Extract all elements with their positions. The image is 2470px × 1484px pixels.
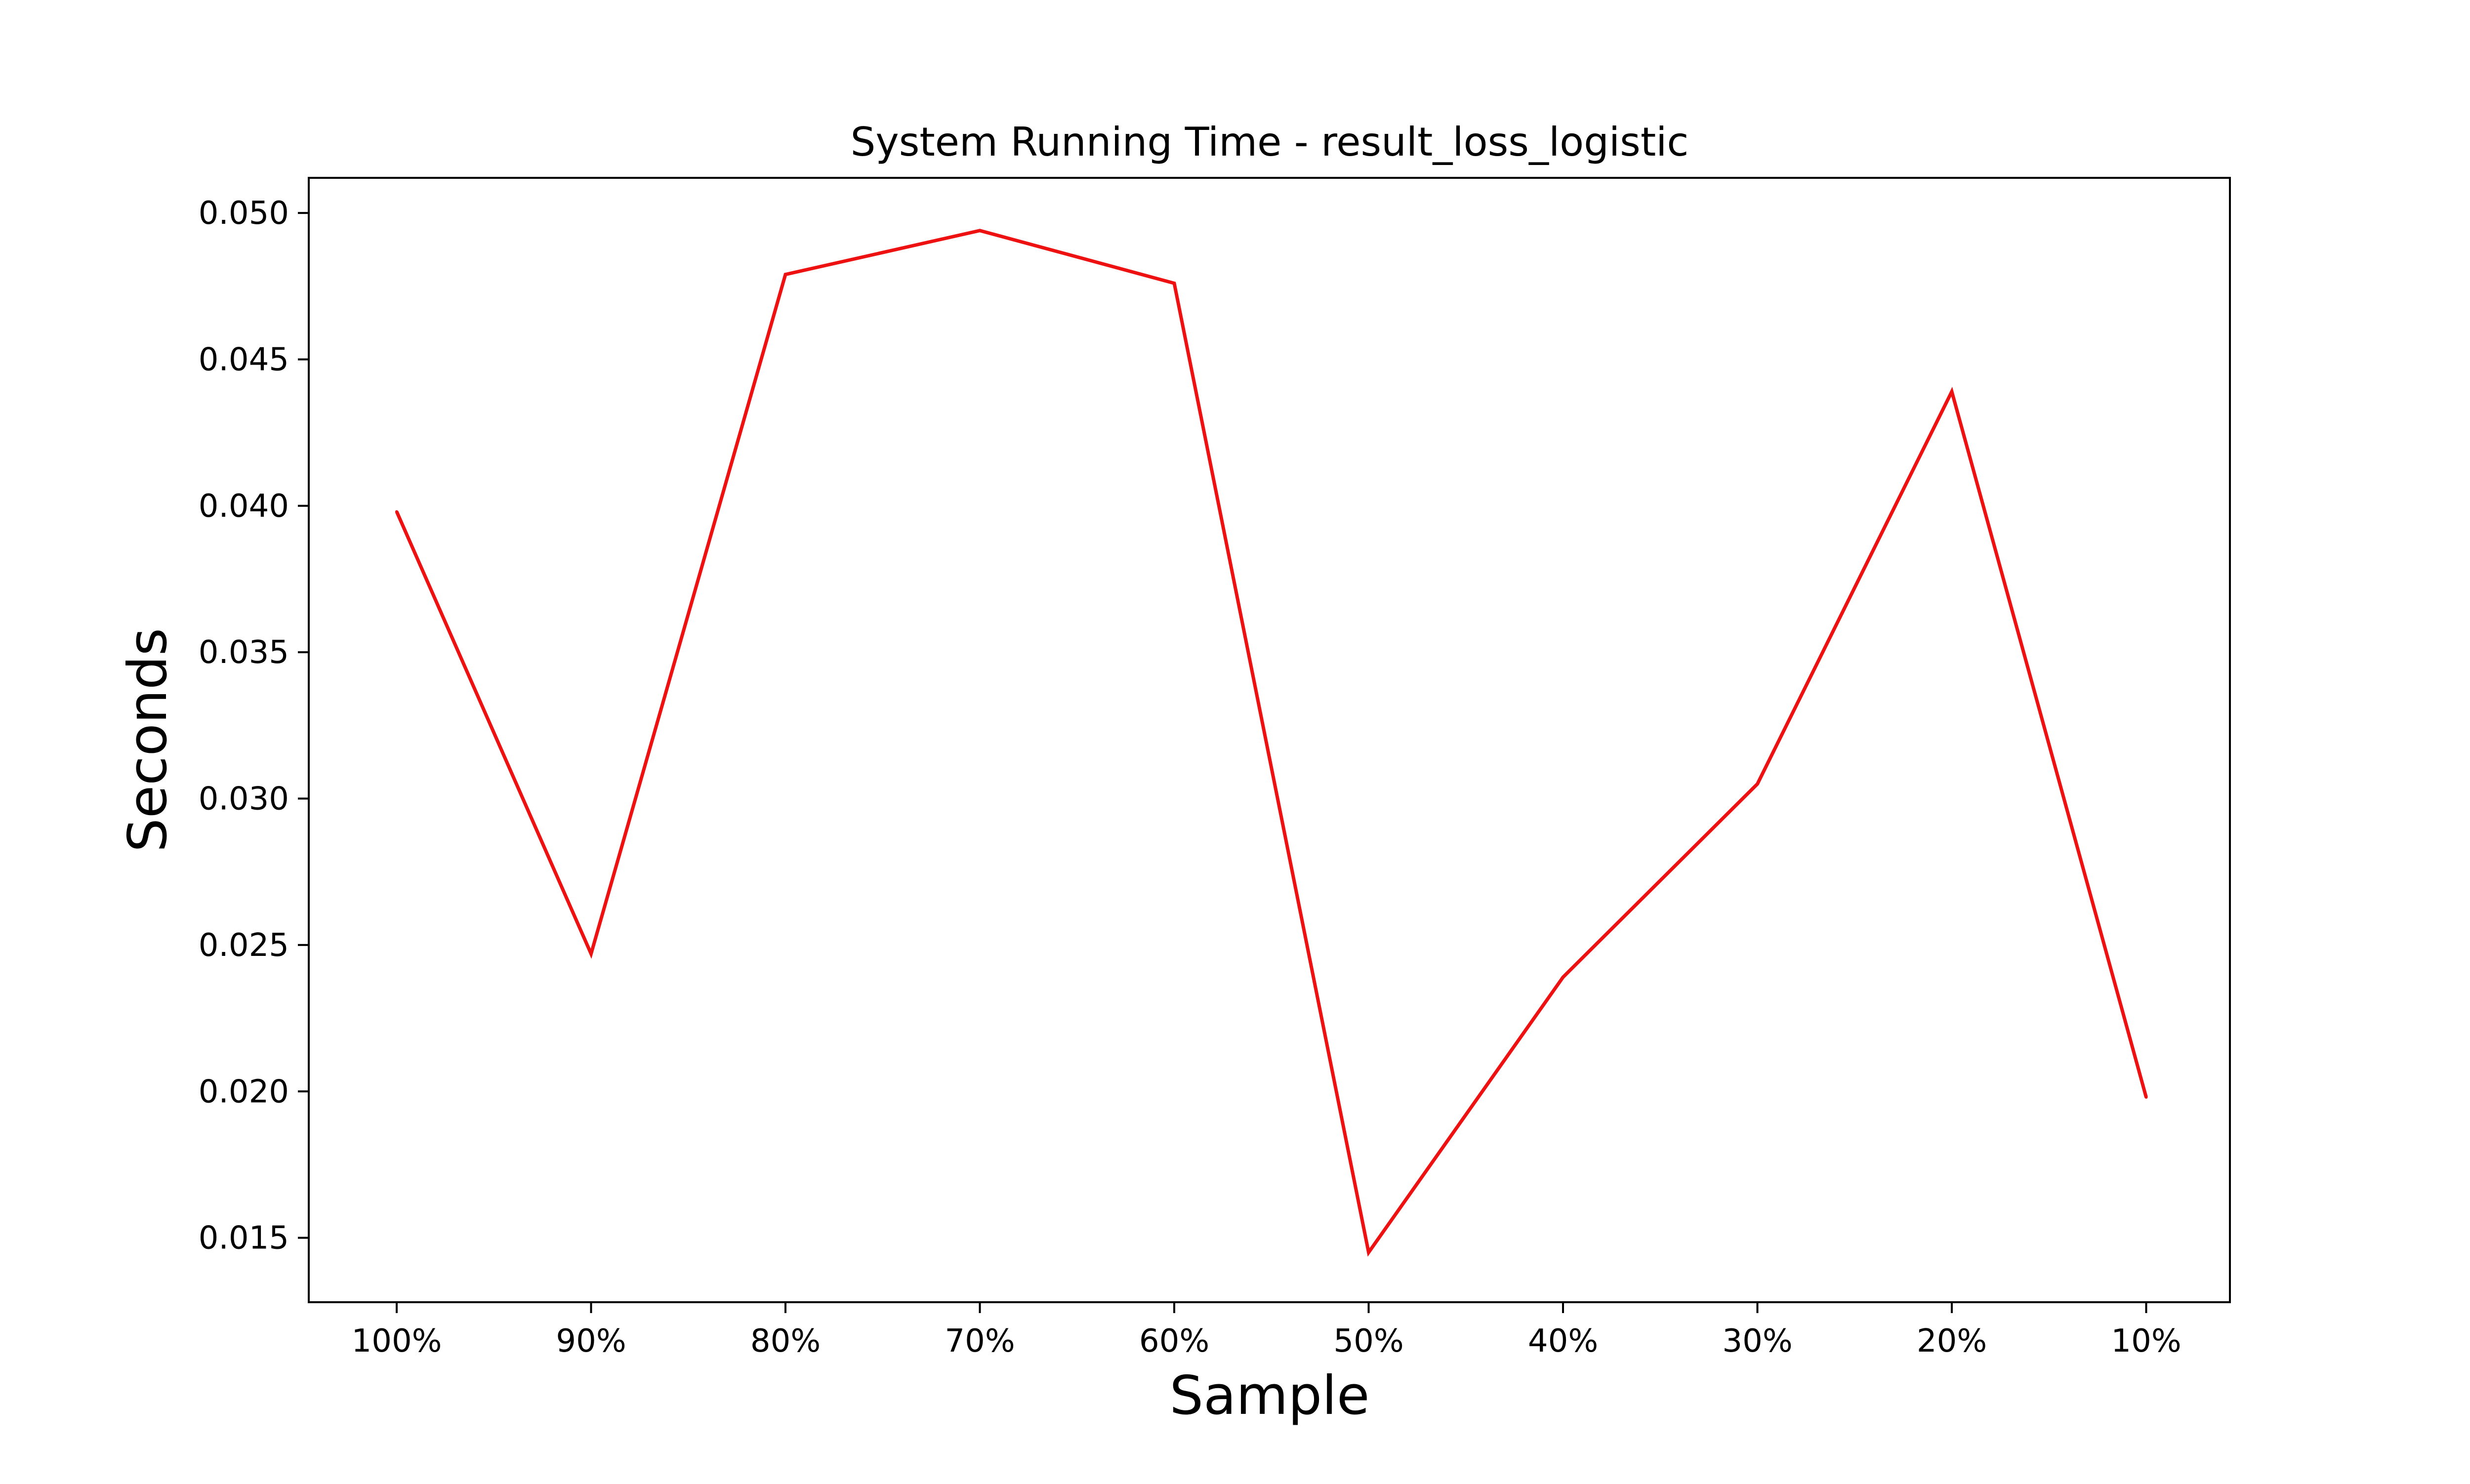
x-tick-label: 50% [1333,1323,1403,1360]
y-tick-label: 0.025 [199,927,289,964]
x-axis-ticks: 100% 90% 80% 70% 60% 50% 40% 30% 20% 10% [352,1302,2182,1360]
series-line [395,229,2148,1257]
y-tick-label: 0.035 [199,634,289,671]
x-tick-label: 40% [1528,1323,1598,1360]
x-tick-label: 70% [945,1323,1015,1360]
x-axis-label: Sample [1170,1365,1370,1427]
data-point [1950,390,1953,393]
y-tick-label: 0.040 [199,488,289,525]
plot-area-frame [308,177,2231,1303]
y-tick-label: 0.045 [199,341,289,378]
y-axis-label: Seconds [117,628,179,852]
x-tick-label: 90% [556,1323,626,1360]
x-tick-label: 100% [352,1323,442,1360]
y-tick-label: 0.030 [199,781,289,818]
data-point [589,952,593,955]
data-point [1756,782,1759,785]
data-point [1173,282,1176,285]
data-point [784,273,787,276]
data-point [978,229,982,232]
x-tick-label: 20% [1917,1323,1987,1360]
data-point [395,510,398,513]
x-tick-label: 30% [1722,1323,1792,1360]
x-tick-label: 10% [2111,1323,2181,1360]
x-tick-label: 60% [1139,1323,1209,1360]
y-tick-label: 0.050 [199,195,289,232]
chart-title: System Running Time - result_loss_logist… [851,119,1689,165]
y-axis-ticks: 0.015 0.020 0.025 0.030 0.035 0.040 0.045 0.050 [199,195,309,1257]
y-tick-label: 0.015 [199,1220,289,1257]
data-point [1562,976,1564,979]
x-tick-label: 80% [750,1323,821,1360]
data-point [2144,1096,2148,1099]
y-tick-label: 0.020 [199,1073,289,1110]
data-point [1367,1251,1370,1254]
